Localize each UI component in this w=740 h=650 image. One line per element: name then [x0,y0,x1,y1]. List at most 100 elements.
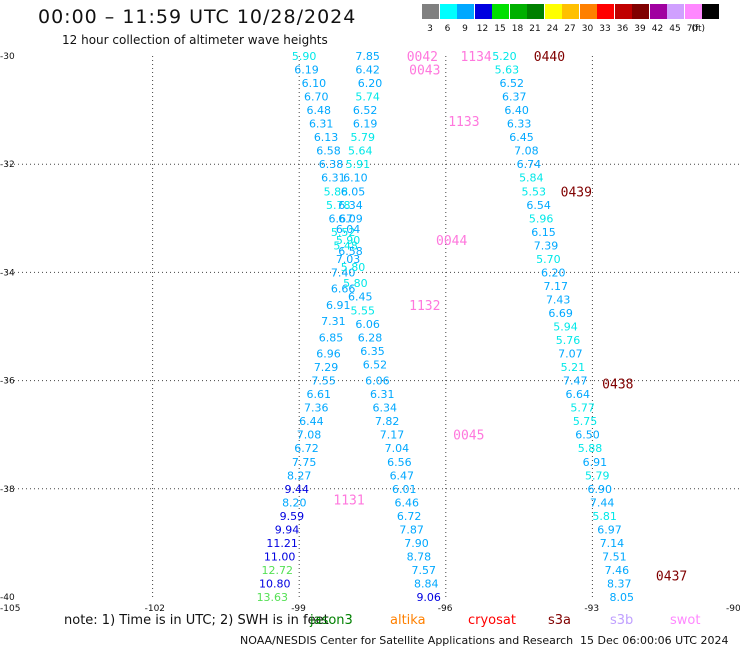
wave-height-value: 6.46 [394,496,419,509]
scale-units: (ft) [691,24,706,34]
wave-height-value: 5.81 [592,510,617,523]
longitude-tick-label: -105 [0,604,20,614]
wave-height-value: 5.74 [355,91,380,104]
color-swatch [492,4,509,19]
wave-height-value: 6.64 [565,388,590,401]
wave-height-value: 6.70 [304,91,329,104]
wave-height-value: 5.88 [324,185,349,198]
wave-height-value: 5.48 [333,239,358,252]
wave-height-value: 5.20 [492,50,517,63]
pass-time-label: 0437 [656,569,687,584]
wave-height-value: 5.70 [536,253,561,266]
wave-height-value: 6.01 [392,483,417,496]
wave-height-value: 5.77 [570,402,595,415]
wave-height-value: 5.80 [343,277,368,290]
wave-height-value: 6.31 [309,118,334,131]
wave-height-value: 5.96 [529,212,554,225]
pass-time-label: 1134 [460,50,491,65]
color-swatch [702,4,719,19]
wave-height-value: 6.13 [314,131,339,144]
longitude-tick-label: -99 [291,604,306,614]
color-swatch [632,4,649,19]
wave-height-value: 5.90 [292,50,317,63]
wave-height-value: 7.47 [563,375,588,388]
color-swatch [509,4,527,19]
wave-height-value: 7.75 [292,456,317,469]
color-swatch-label: 33 [599,24,611,34]
wave-height-value: 6.10 [343,172,368,185]
wave-height-value: 6.40 [504,104,529,117]
wave-height-value: 6.31 [370,388,395,401]
wave-height-value: 6.48 [306,104,331,117]
wave-height-value: 6.66 [331,283,356,296]
wave-height-value: 6.33 [507,118,532,131]
wave-height-value: 6.04 [336,223,361,236]
wave-height-value: 6.96 [316,348,341,361]
wave-height-value: 6.31 [321,172,346,185]
wave-height-value: 5.55 [350,304,375,317]
color-swatch [562,4,579,19]
color-swatch [649,4,667,19]
wave-height-value: 6.47 [390,469,415,482]
wave-height-value: 6.45 [509,131,534,144]
wave-height-value: 5.78 [326,199,351,212]
wave-height-value: 6.37 [502,91,527,104]
satellite-legend-jason3: jason3 [310,613,353,628]
wave-height-value: 6.91 [583,456,608,469]
pass-time-label: 0440 [534,50,565,65]
satellite-legend-s3a: s3a [548,613,572,628]
latitude-tick-label: -40 [0,593,15,603]
color-swatch-label: 12 [476,24,489,34]
wave-height-value: 7.36 [304,402,329,415]
wave-height-value: 8.84 [414,577,439,590]
wave-height-value: 8.37 [607,577,632,590]
wave-height-value: 6.85 [319,331,344,344]
wave-height-value: 6.19 [294,64,319,77]
pass-time-label: 0045 [453,429,484,444]
longitude-tick-label: -90 [726,604,740,614]
wave-height-value: 5.84 [519,172,544,185]
generation-timestamp: 15 Dec 06:00:06 UTC 2024 [580,634,729,647]
wave-height-value: 6.74 [517,158,542,171]
wave-height-value: 7.07 [558,348,583,361]
wave-height-value: 6.54 [526,199,551,212]
wave-height-value: 5.52 [331,226,356,239]
wave-height-value: 7.17 [544,280,569,293]
pass-time-label: 1131 [333,494,364,509]
wave-height-value: 7.03 [336,253,361,266]
wave-height-value: 7.46 [605,564,630,577]
color-swatch [439,4,457,19]
wave-height-value: 5.90 [336,234,361,247]
color-swatch [457,4,474,19]
wave-height-value: 6.06 [365,375,390,388]
color-swatch-label: 21 [529,24,541,34]
wave-height-value: 6.52 [353,104,378,117]
wave-height-value: 5.75 [573,415,598,428]
color-swatch-label: 70 [686,24,699,34]
wave-height-value: 5.21 [561,361,586,374]
color-swatch [527,4,544,19]
wave-height-value: 6.34 [338,199,363,212]
color-swatch [474,4,492,19]
color-swatch-label: 18 [511,24,524,34]
color-swatch-label: 30 [581,24,594,34]
color-swatch [684,4,702,19]
wave-height-value: 6.20 [541,266,566,279]
satellite-legend-cryosat: cryosat [468,613,516,628]
wave-height-value: 6.06 [355,318,380,331]
color-swatch-label: 39 [634,24,646,34]
latitude-tick-label: -36 [0,377,15,387]
wave-height-value: 9.94 [275,523,300,536]
wave-height-value: 7.85 [355,50,380,63]
latitude-tick-label: -32 [0,160,15,170]
pass-time-label: 0044 [436,234,467,249]
wave-height-value: 7.39 [534,239,559,252]
pass-time-label: 1132 [409,299,440,314]
wave-height-value: 6.34 [372,402,397,415]
color-swatch [422,4,439,19]
pass-time-label: 0043 [409,64,440,79]
wave-height-value: 9.59 [280,510,305,523]
latitude-tick-label: -38 [0,485,15,495]
wave-height-value: 6.50 [575,429,600,442]
